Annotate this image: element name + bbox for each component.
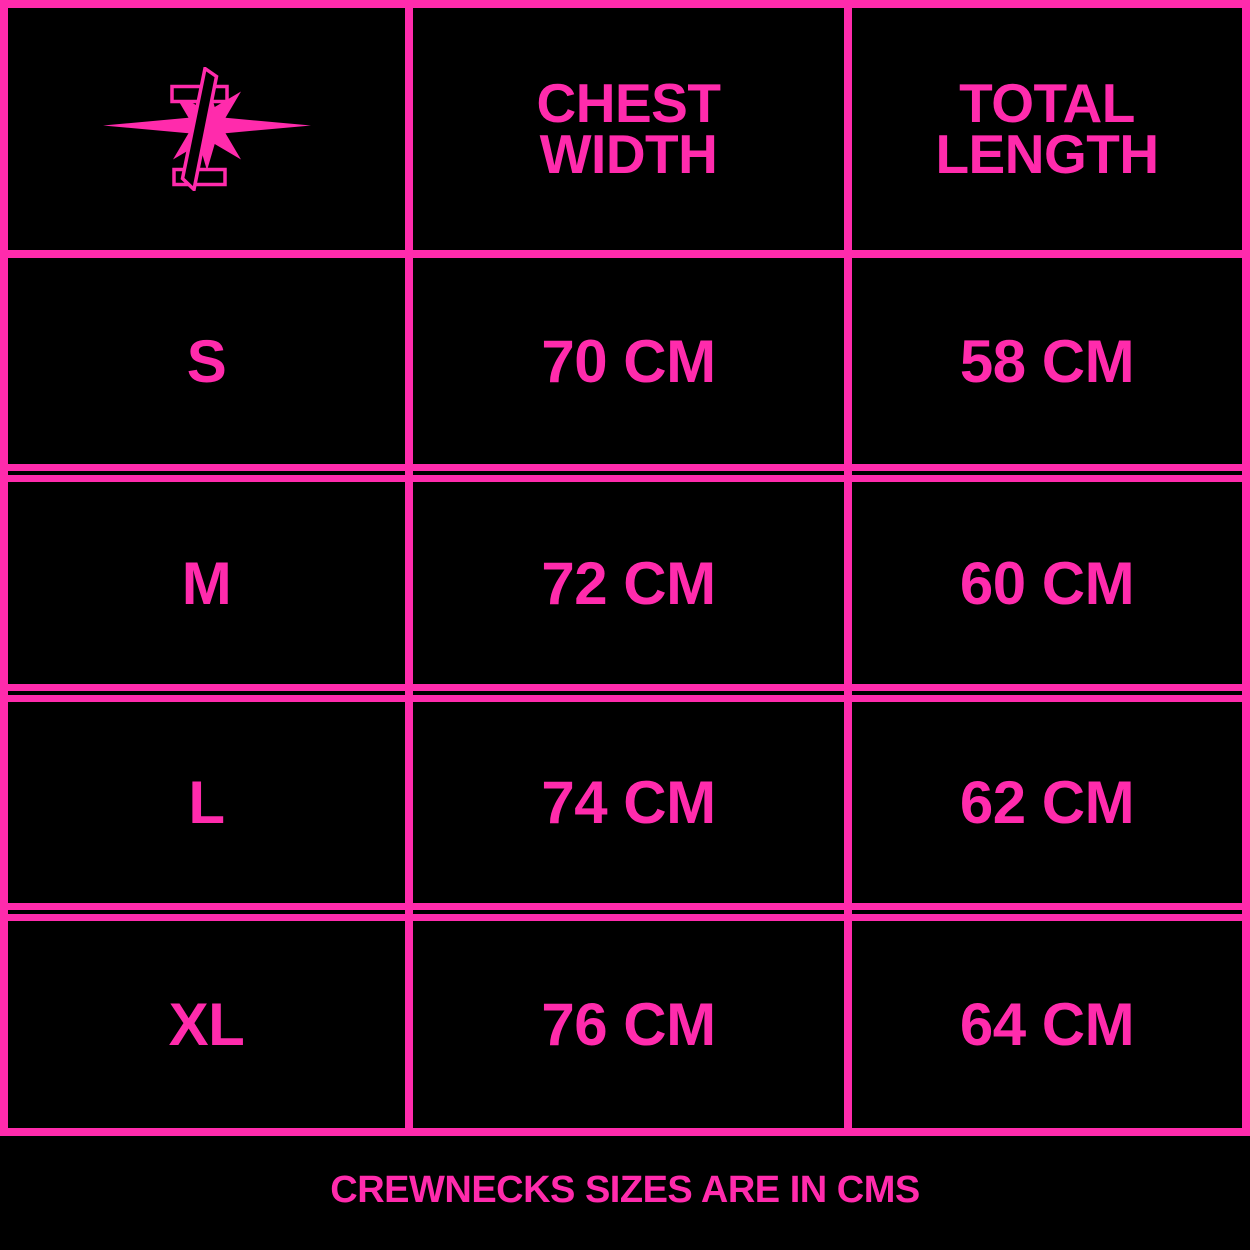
column-header-chest-width-line2: WIDTH	[539, 123, 718, 185]
column-divider-2	[844, 0, 852, 1136]
row-divider-m-l-a	[0, 684, 1250, 691]
size-chart-footnote: CREWNECKS SIZES ARE IN CMS	[330, 1168, 920, 1211]
table-border-left	[0, 0, 8, 1136]
row-divider-l-xl-b	[0, 914, 1250, 921]
row-divider-s-m-b	[0, 475, 1250, 482]
row-l-size: L	[188, 769, 225, 836]
table-border-right	[1242, 0, 1250, 1136]
row-m-total-length: 60 CM	[959, 549, 1135, 617]
row-m-size: M	[181, 549, 232, 617]
row-l-total-length: 62 CM	[959, 769, 1135, 836]
row-divider-l-xl-a	[0, 903, 1250, 910]
table-border-bottom	[0, 1128, 1250, 1136]
row-s-size: S	[186, 327, 227, 395]
row-s-total-length: 58 CM	[959, 327, 1135, 395]
row-divider-m-l-b	[0, 695, 1250, 702]
header-divider	[0, 250, 1250, 258]
row-s-chest-width: 70 CM	[541, 327, 716, 395]
row-xl-total-length: 64 CM	[959, 991, 1135, 1058]
column-header-total-length: TOTAL LENGTH	[852, 8, 1242, 250]
column-header-total-length-line2: LENGTH	[935, 123, 1159, 185]
z-starburst-logo-icon	[102, 67, 311, 191]
column-header-chest-width: CHEST WIDTH	[413, 8, 844, 250]
header-cell-logo	[8, 8, 405, 250]
row-l-chest-width: 74 CM	[541, 769, 716, 836]
column-header-chest-width-line1: CHEST	[536, 72, 721, 135]
row-xl-size: XL	[168, 991, 245, 1058]
row-xl-chest-width: 76 CM	[541, 991, 716, 1058]
column-header-total-length-line1: TOTAL	[959, 72, 1135, 135]
column-divider-1	[405, 0, 413, 1136]
table-border-top	[0, 0, 1250, 8]
row-divider-s-m-a	[0, 464, 1250, 471]
row-m-chest-width: 72 CM	[541, 549, 716, 617]
